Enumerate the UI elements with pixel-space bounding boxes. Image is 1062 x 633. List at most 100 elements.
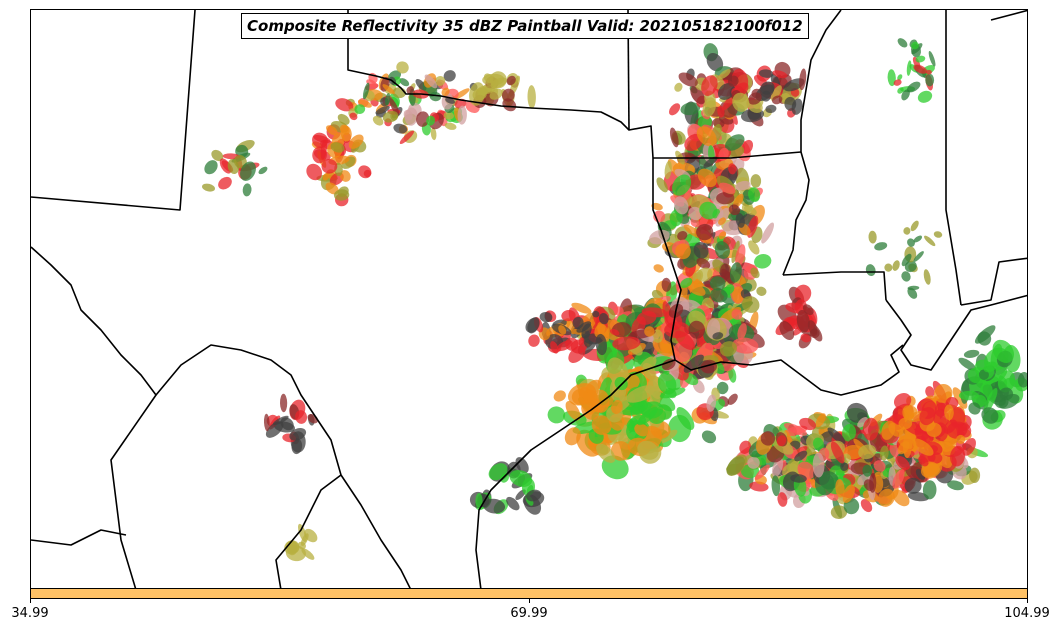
paintball-blob bbox=[728, 367, 737, 383]
paintball-blob bbox=[747, 456, 760, 469]
paintball-blob bbox=[897, 38, 908, 48]
paintball-blob bbox=[358, 165, 372, 179]
paintball-blob bbox=[842, 423, 856, 442]
paintball-blob bbox=[868, 230, 877, 244]
paintball-blob bbox=[279, 393, 288, 413]
paintball-blob bbox=[962, 438, 976, 456]
paintball-blob bbox=[771, 475, 781, 497]
paintball-blob bbox=[992, 339, 1015, 363]
paintball-blob bbox=[678, 72, 698, 87]
paintball-blob bbox=[716, 192, 735, 205]
paintball-blob bbox=[981, 407, 999, 424]
paintball-blob bbox=[506, 496, 520, 511]
paintball-blob bbox=[306, 163, 323, 181]
paintball-blob bbox=[539, 311, 553, 323]
paintball-blob bbox=[903, 227, 911, 235]
paintball-blob bbox=[754, 464, 770, 481]
paintball-blob bbox=[947, 480, 964, 491]
paintball-blob bbox=[382, 110, 399, 123]
paintball-blob bbox=[677, 230, 688, 241]
paintball-blob bbox=[771, 95, 783, 105]
paintball-blob bbox=[772, 70, 788, 79]
paintball-blob bbox=[884, 263, 893, 272]
paintball-blob bbox=[729, 262, 742, 283]
paintball-blob bbox=[830, 441, 845, 464]
paintball-blob bbox=[897, 74, 903, 81]
paintball-blob bbox=[362, 82, 370, 100]
paintball-blob bbox=[858, 444, 877, 460]
paintball-blob bbox=[416, 111, 430, 127]
paintball-blob bbox=[728, 163, 737, 175]
paintball-blob bbox=[298, 523, 307, 542]
paintball-blob bbox=[732, 92, 750, 112]
paintball-blobs bbox=[202, 38, 1027, 562]
paintball-blob bbox=[295, 410, 308, 424]
paintball-blob bbox=[565, 401, 581, 421]
paintball-blob bbox=[690, 86, 706, 105]
mississippi-river bbox=[782, 10, 842, 276]
paintball-blob bbox=[320, 139, 328, 160]
paintball-blob bbox=[672, 174, 692, 196]
paintball-blob bbox=[457, 105, 467, 125]
paintball-blob bbox=[910, 220, 919, 232]
paintball-blob bbox=[783, 425, 808, 436]
paintball-blob bbox=[441, 87, 450, 97]
paintball-blob bbox=[653, 264, 664, 273]
paintball-blob bbox=[709, 288, 728, 303]
colorbar-tick-min: 34.99 bbox=[11, 606, 49, 621]
paintball-blob bbox=[568, 345, 586, 363]
paintball-blob bbox=[765, 104, 777, 114]
paintball-blob bbox=[925, 386, 935, 398]
paintball-blob bbox=[550, 341, 559, 354]
paintball-blob bbox=[978, 369, 989, 380]
paintball-blob bbox=[907, 81, 921, 93]
paintball-blob bbox=[664, 321, 691, 339]
paintball-blob bbox=[242, 183, 252, 197]
paintball-blob bbox=[835, 479, 845, 498]
paintball-blob bbox=[637, 440, 659, 460]
paintball-blob bbox=[902, 432, 913, 458]
paintball-blob bbox=[340, 125, 352, 142]
paintball-blob bbox=[727, 393, 738, 405]
paintball-blob bbox=[701, 430, 717, 444]
paintball-blob bbox=[862, 464, 873, 477]
paintball-blob bbox=[626, 385, 656, 403]
paintball-blob bbox=[958, 357, 977, 371]
paintball-blob bbox=[656, 177, 668, 193]
paintball-blob bbox=[366, 79, 378, 88]
paintball-blob bbox=[339, 170, 351, 182]
paintball-blob bbox=[674, 82, 683, 92]
paintball-blob bbox=[389, 98, 400, 116]
colorbar bbox=[30, 588, 1028, 599]
paintball-blob bbox=[760, 81, 775, 95]
paintball-blob bbox=[907, 238, 915, 247]
paintball-blob bbox=[727, 75, 739, 87]
paintball-blob bbox=[527, 317, 540, 334]
paintball-blob bbox=[349, 112, 358, 121]
paintball-blob bbox=[933, 383, 953, 404]
paintball-blob bbox=[907, 285, 920, 291]
paintball-blob bbox=[911, 41, 919, 50]
paintball-blob bbox=[664, 160, 672, 180]
paintball-blob bbox=[680, 277, 693, 288]
colorbar-tick-mark-max bbox=[1027, 599, 1028, 603]
paintball-blob bbox=[718, 217, 726, 225]
paintball-blob bbox=[731, 240, 740, 264]
paintball-blob bbox=[686, 282, 706, 296]
paintball-blob bbox=[879, 445, 889, 461]
paintball-blob bbox=[919, 407, 936, 426]
paintball-blob bbox=[657, 429, 678, 444]
colorbar-tick-max: 104.99 bbox=[1004, 606, 1050, 621]
paintball-blob bbox=[796, 309, 810, 333]
paintball-blob bbox=[915, 55, 926, 63]
paintball-blob bbox=[968, 402, 981, 415]
paintball-blob bbox=[613, 306, 624, 316]
paintball-blob bbox=[709, 276, 726, 291]
paintball-blob bbox=[399, 78, 410, 87]
paintball-blob bbox=[857, 417, 868, 428]
paintball-blob bbox=[680, 102, 701, 116]
rio-grande bbox=[31, 246, 411, 588]
paintball-blob bbox=[424, 74, 438, 89]
paintball-blob bbox=[509, 470, 533, 487]
paintball-blob bbox=[700, 359, 718, 374]
